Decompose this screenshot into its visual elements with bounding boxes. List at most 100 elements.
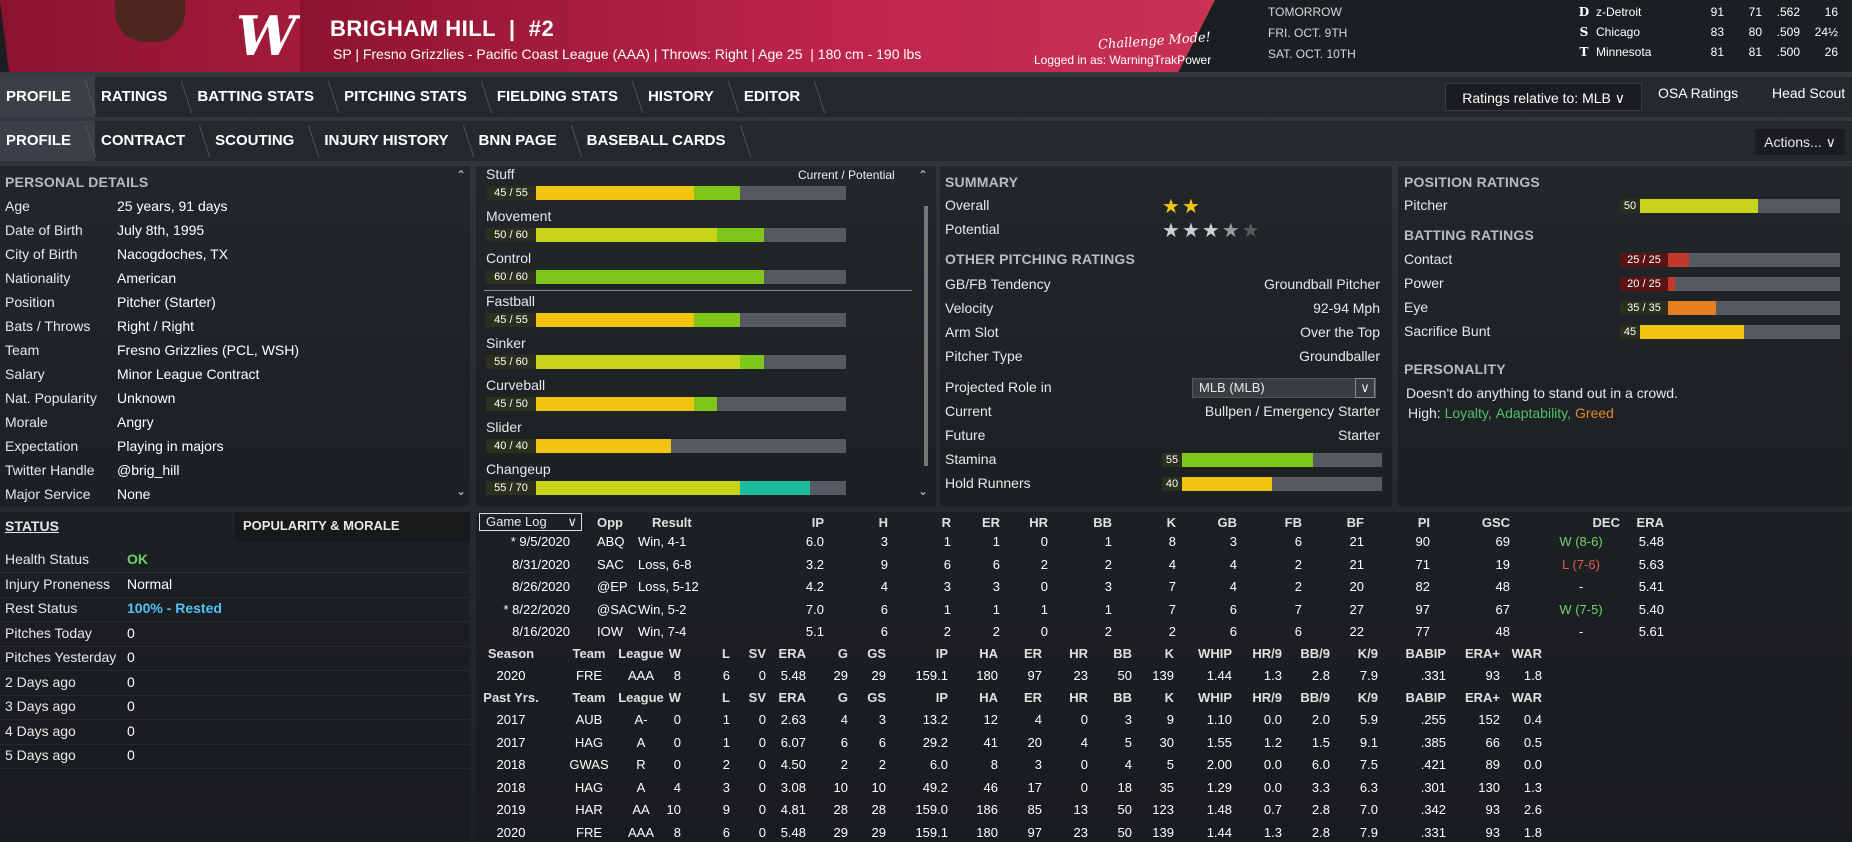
ratings-relative-dropdown[interactable]: Ratings relative to: MLB ∨: [1445, 83, 1642, 111]
game-stat: 6: [1229, 624, 1237, 639]
game-stat: 7: [1294, 601, 1302, 617]
status-value: 0: [127, 747, 135, 763]
game-log-row[interactable]: * 9/5/2020 ABQ Win, 4-1 6.0 3 1 1 0 1 8 3 6 21 90 69 W …: [476, 531, 1852, 553]
head-scout-button[interactable]: Head Scout: [1772, 85, 1846, 101]
current-role-value: Bullpen / Emergency Starter: [1204, 403, 1380, 419]
detail-value: @brig_hill: [117, 462, 180, 478]
column-header: SV: [748, 646, 766, 661]
current-role-label: Current: [945, 403, 992, 419]
standings-row[interactable]: T Minnesota 81 81 .500 26: [1572, 42, 1842, 62]
standings-team: Chicago: [1596, 25, 1641, 39]
stat-cell: 1.55: [1206, 734, 1232, 750]
past-years-row[interactable]: 2019 HAR AA 10 9 0 4.81 28 28 159.0 186 85 13 50 123 1.…: [476, 799, 1852, 821]
game-stat: 9: [880, 556, 888, 572]
game-stat: 69: [1495, 534, 1510, 549]
past-years-row[interactable]: 2017 AUB A- 0 1 0 2.63 4 3 13.2 12 4 0 3 9 1.10 0.0 2.0 5.…: [476, 709, 1852, 731]
date-item: FRI. OCT. 9TH: [1268, 26, 1348, 40]
tab-pitching-stats[interactable]: PITCHING STATS: [338, 77, 491, 117]
column-header: WAR: [1511, 690, 1542, 705]
standings-gb: 16: [1824, 5, 1838, 19]
scrollbar[interactable]: [924, 206, 928, 466]
osa-ratings-button[interactable]: OSA Ratings: [1658, 85, 1739, 101]
stat-cell: 3.3: [1311, 779, 1330, 795]
tab-history[interactable]: HISTORY: [642, 77, 738, 117]
stat-cell: .331: [1420, 824, 1446, 840]
column-header: G: [837, 690, 848, 705]
stat-cell: 0: [673, 757, 681, 772]
pitch-potential-fill: [694, 397, 718, 411]
schedule-dates[interactable]: TOMORROW FRI. OCT. 9TH SAT. OCT. 10TH: [1268, 2, 1356, 65]
game-stat: 20: [1349, 579, 1364, 594]
detail-value: Nacogdoches, TX: [117, 246, 229, 262]
pitch-name: Slider: [486, 419, 522, 435]
past-years-row[interactable]: 2018 HAG A 4 3 0 3.08 10 10 49.2 46 17 0 18 35 1.29 0.0 3…: [476, 777, 1852, 799]
past-years-row[interactable]: 2018 GWAS R 0 2 0 4.50 2 2 6.0 8 3 0 4 5 2.00 0.0 6.0 7.5.…: [476, 754, 1852, 776]
game-log-row[interactable]: 8/26/2020 @EP Loss, 5-12 4.2 4 3 3 0 3 7 4 2 20 82 48 -…: [476, 576, 1852, 598]
scroll-down-icon[interactable]: ⌄: [918, 484, 929, 498]
stat-cell: 6.3: [1359, 779, 1378, 795]
detail-label: Date of Birth: [5, 222, 83, 238]
status-divider: [0, 596, 470, 598]
tab-batting-stats[interactable]: BATTING STATS: [191, 77, 338, 117]
stat-cell: 17: [1027, 779, 1042, 795]
tab-fielding-stats[interactable]: FIELDING STATS: [491, 77, 642, 117]
column-header: K/9: [1357, 646, 1378, 661]
game-stat: 6: [943, 556, 951, 572]
status-divider: [0, 670, 470, 671]
popularity-morale-tab[interactable]: POPULARITY & MORALE: [235, 512, 470, 542]
actions-dropdown[interactable]: Actions... ∨: [1755, 129, 1845, 155]
stat-cell: 9: [722, 802, 730, 817]
game-log-row[interactable]: 8/31/2020 SAC Loss, 6-8 3.2 9 6 6 2 2 4 4 2 21 71 19 L …: [476, 554, 1852, 576]
stat-cell: 3.08: [780, 779, 806, 795]
status-tab[interactable]: STATUS: [5, 518, 59, 534]
game-stat: 22: [1349, 624, 1364, 639]
past-years-row[interactable]: 2020 FRE AAA 8 6 0 5.48 29 29 159.1 180 97 23 50 139 1.…: [476, 822, 1852, 842]
hold-runners-label: Hold Runners: [945, 475, 1031, 491]
past-years-row[interactable]: 2017 HAG A 0 1 0 6.07 6 6 29.2 41 20 4 5 30 1.55 1.2 1.5 9…: [476, 732, 1852, 754]
game-stat: -: [1578, 624, 1584, 639]
scroll-up-icon[interactable]: ⌃: [456, 168, 467, 182]
tab-editor[interactable]: EDITOR: [738, 77, 824, 117]
projected-role-dropdown[interactable]: MLB (MLB) ∨: [1192, 378, 1376, 398]
rating-value: Over the Top: [1300, 324, 1380, 340]
trait-list: Loyalty, Adaptability, Greed: [1445, 405, 1618, 421]
subtab-injury-history[interactable]: INJURY HISTORY: [318, 121, 472, 161]
stat-cell: 8: [673, 668, 681, 683]
game-date: * 8/22/2020: [503, 601, 570, 617]
game-stat: 0: [1040, 534, 1048, 549]
column-header: DEC: [1592, 515, 1620, 530]
game-log-row[interactable]: 8/16/2020 IOW Win, 7-4 5.1 6 2 2 0 2 2 6 6 22 77 48-5.…: [476, 621, 1852, 643]
subtab-bnn-page[interactable]: BNN PAGE: [473, 121, 581, 161]
stat-cell: 2.00: [1206, 757, 1232, 772]
subtab-contract[interactable]: CONTRACT: [95, 121, 209, 161]
season-row[interactable]: 2020 FRE AAA 8 6 0 5.48 29 29 159.1 180 97 23 50 139 1.…: [476, 665, 1852, 687]
column-header: K: [1166, 515, 1176, 530]
standings-row[interactable]: S Chicago 83 80 .509 24½: [1572, 22, 1842, 42]
detail-label: Nationality: [5, 270, 71, 286]
scroll-up-icon[interactable]: ⌃: [918, 168, 929, 182]
tab-ratings[interactable]: RATINGS: [95, 77, 191, 117]
subtab-profile[interactable]: PROFILE: [0, 121, 96, 161]
pitcher-rating-value: 50: [1620, 199, 1640, 213]
star-icon: ★: [1181, 220, 1200, 242]
game-log-dropdown[interactable]: Game Log ∨: [479, 513, 582, 531]
game-log-row[interactable]: * 8/22/2020 @SAC Win, 5-2 7.0 6 1 1 1 1 7 6 7 27 97 67…: [476, 599, 1852, 621]
stat-cell: 13: [1073, 802, 1088, 817]
column-header: BABIP: [1405, 646, 1446, 661]
stat-cell: 6.07: [780, 734, 806, 750]
subtab-baseball-cards[interactable]: BASEBALL CARDS: [581, 121, 750, 161]
personality-title: PERSONALITY: [1404, 361, 1506, 377]
scroll-down-icon[interactable]: ⌄: [456, 484, 467, 498]
pitch-current-fill: [536, 481, 741, 495]
rating-label: Pitcher Type: [945, 348, 1023, 364]
team-logo-icon: W: [236, 4, 297, 68]
game-stat: Win, 5-2: [638, 601, 687, 617]
status-divider: [0, 768, 470, 769]
game-stat: 48: [1495, 624, 1510, 639]
game-stat: Loss, 5-12: [638, 579, 699, 594]
subtab-scouting[interactable]: SCOUTING: [209, 121, 318, 161]
column-header: ERA: [1636, 515, 1664, 530]
tab-profile[interactable]: PROFILE: [0, 77, 96, 117]
